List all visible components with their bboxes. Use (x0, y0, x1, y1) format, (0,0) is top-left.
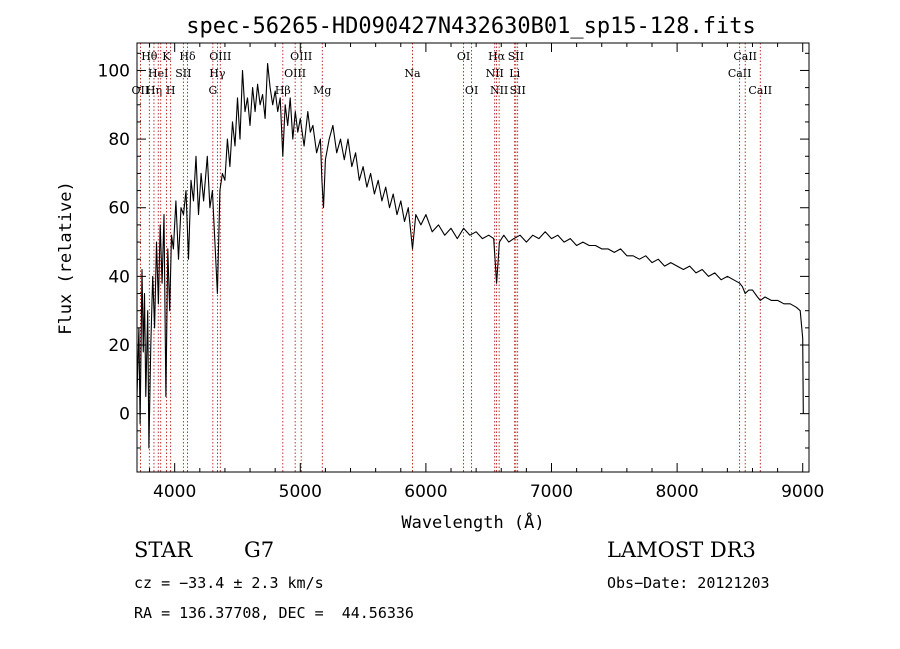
line-marker-label-26: CaII (733, 50, 757, 63)
line-marker-label-25: CaII (728, 67, 752, 80)
line-marker-label-2: Hη (146, 84, 162, 97)
line-marker-label-23: SII (508, 50, 524, 63)
line-marker-label-8: Hδ (179, 50, 196, 63)
line-marker-label-22: Li (509, 67, 520, 80)
line-markers: OII Hθ Hη HeI K H SII Hδ G Hγ OIII Hβ OIII OIII Mg Na OI… (132, 43, 772, 472)
survey-name: LAMOST DR3 (607, 538, 756, 562)
x-tick-label-6000: 6000 (404, 482, 447, 502)
line-marker-label-13: OIII (284, 67, 306, 80)
y-tick-label-60: 60 (108, 199, 130, 219)
line-marker-label-6: H (166, 84, 176, 97)
line-marker-label-16: Na (404, 67, 421, 80)
subclass: G7 (244, 538, 275, 562)
line-marker-label-24: SII (510, 84, 526, 97)
line-marker-label-10: Hγ (209, 67, 226, 80)
line-marker-label-15: Mg (313, 84, 331, 97)
line-marker-label-5: K (162, 50, 171, 63)
line-marker-label-0: OII (132, 84, 150, 97)
coordinates: RA = 136.37708, DEC = 44.56336 (134, 604, 414, 622)
line-marker-label-14: OIII (290, 50, 312, 63)
plot-frame (136, 42, 810, 473)
x-axis-label: Wavelength (Å) (401, 511, 544, 533)
y-tick-label-40: 40 (108, 267, 130, 287)
series-flux (136, 63, 804, 449)
x-tick-label-7000: 7000 (530, 482, 573, 502)
y-axis-label: Flux (relative) (56, 181, 76, 335)
line-marker-label-18: OI (465, 84, 478, 97)
line-marker-label-17: OI (457, 50, 470, 63)
line-marker-label-20: Hα (488, 50, 506, 63)
chart-title: spec-56265-HD090427N432630B01_sp15-128.f… (186, 14, 756, 39)
y-tick-label-20: 20 (108, 336, 130, 356)
line-marker-label-1: Hθ (141, 50, 158, 63)
line-marker-label-7: SII (175, 67, 191, 80)
line-marker-label-11: OIII (209, 50, 231, 63)
x-axis-ticks: 4000 5000 6000 7000 8000 9000 (149, 43, 824, 502)
line-marker-label-3: HeI (148, 67, 168, 80)
line-marker-label-27: CaII (748, 84, 772, 97)
object-class: STAR (134, 538, 193, 562)
x-tick-label-4000: 4000 (153, 482, 196, 502)
cz-value: cz = −33.4 ± 2.3 km/s (134, 574, 324, 592)
obs-date: Obs−Date: 20121203 (607, 574, 770, 592)
line-marker-label-21: NII (490, 84, 508, 97)
y-tick-label-80: 80 (108, 130, 130, 150)
x-tick-label-8000: 8000 (655, 482, 698, 502)
plot-area (136, 42, 810, 473)
y-axis-ticks: 0 20 40 60 80 100 (98, 52, 809, 449)
line-marker-label-12: Hβ (275, 84, 291, 97)
x-tick-label-9000: 9000 (781, 482, 824, 502)
line-marker-label-19: NII (486, 67, 504, 80)
y-tick-label-0: 0 (119, 405, 130, 425)
line-marker-label-9: G (208, 84, 217, 97)
y-tick-label-100: 100 (98, 61, 130, 81)
x-tick-label-5000: 5000 (279, 482, 322, 502)
